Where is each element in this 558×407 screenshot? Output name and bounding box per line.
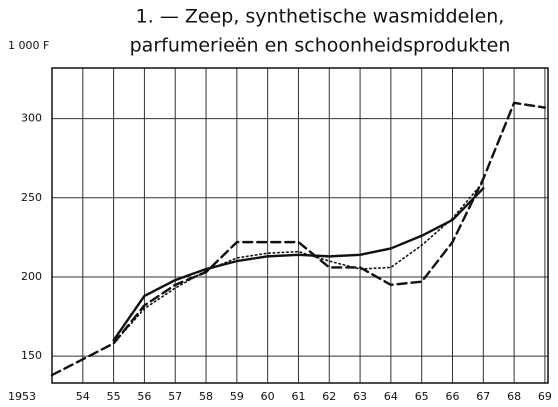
x-tick-label: 68 <box>507 390 521 403</box>
x-tick-label: 63 <box>353 390 367 403</box>
x-tick-label: 57 <box>168 390 182 403</box>
x-tick-label: 55 <box>107 390 121 403</box>
x-tick-label: 64 <box>384 390 398 403</box>
line-series <box>112 181 485 345</box>
plot-frame <box>51 67 549 384</box>
x-tick-label: 67 <box>476 390 490 403</box>
y-axis-label: 1 000 F <box>8 39 49 52</box>
x-tick-label: 56 <box>137 390 151 403</box>
chart-title: 1. — Zeep, synthetische wasmiddelen, <box>136 6 505 28</box>
y-tick-label: 300 <box>21 112 42 125</box>
x-tick-label: 69 <box>538 390 552 403</box>
x-tick-label: 58 <box>199 390 213 403</box>
x-tick-label: 59 <box>230 390 244 403</box>
line-series <box>50 101 547 377</box>
x-tick-label: 60 <box>261 390 275 403</box>
y-tick-label: 150 <box>21 349 42 362</box>
x-tick-label: 54 <box>76 390 90 403</box>
y-tick-label: 250 <box>21 191 42 204</box>
x-tick-label: 65 <box>415 390 429 403</box>
chart-title: parfumerieën en schoonheidsprodukten <box>130 35 511 57</box>
x-tick-label: 61 <box>291 390 305 403</box>
line-series <box>112 187 485 342</box>
y-tick-label: 200 <box>21 270 42 283</box>
x-tick-label: 62 <box>322 390 336 403</box>
x-tick-label: 1953 <box>8 390 36 403</box>
x-tick-label: 66 <box>445 390 459 403</box>
